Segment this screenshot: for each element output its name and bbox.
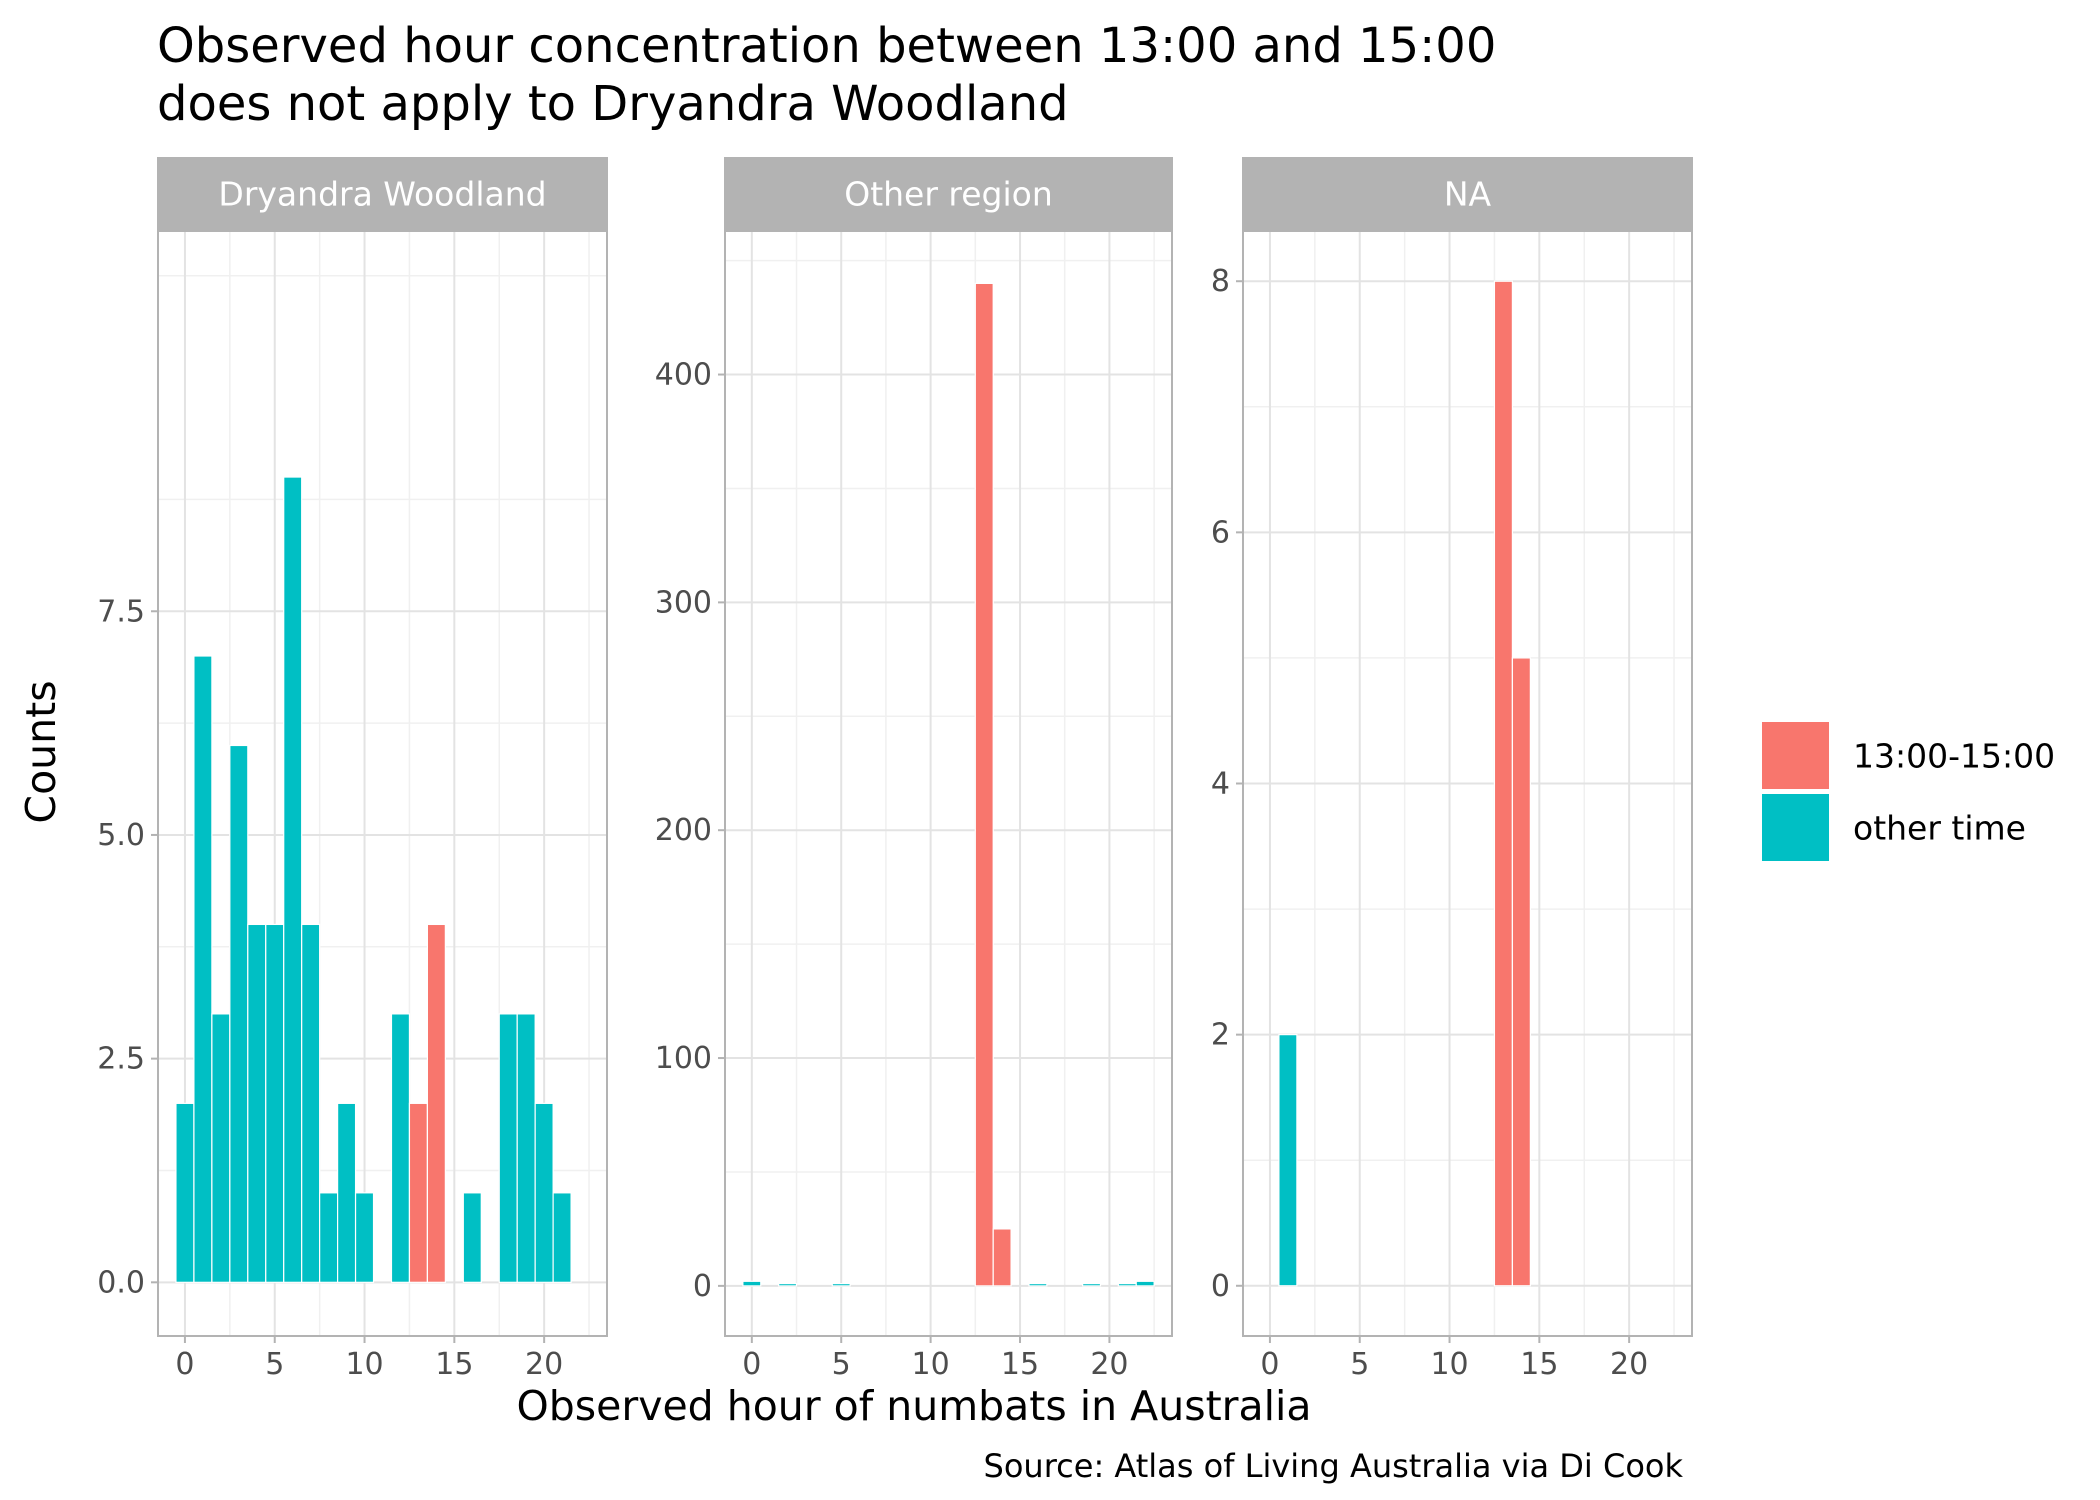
- legend-label: 13:00-15:00: [1853, 737, 2055, 776]
- bar: [175, 1102, 195, 1283]
- bar: [426, 923, 446, 1283]
- y-tick-label: 6: [1211, 515, 1230, 550]
- legend-key: [1762, 794, 1829, 861]
- y-tick-label: 100: [655, 1041, 712, 1076]
- legend: 13:00-15:00 other time: [1762, 722, 2055, 861]
- chart-title: Observed hour concentration between 13:0…: [157, 18, 1496, 74]
- bar: [1278, 1034, 1298, 1287]
- y-tick-label: 0: [693, 1269, 712, 1304]
- y-tick-label: 2.5: [97, 1042, 145, 1077]
- x-tick-label: 5: [1350, 1347, 1369, 1382]
- bar: [831, 1282, 851, 1287]
- bar: [265, 923, 285, 1283]
- x-tick-label: 5: [832, 1347, 851, 1382]
- x-tick-label: 15: [1001, 1347, 1039, 1382]
- strip-label: Other region: [844, 175, 1053, 214]
- y-tick-label: 0: [1211, 1269, 1230, 1304]
- strip-label: NA: [1444, 175, 1492, 214]
- facet-panel: Dryandra Woodland 0.0 2.5 5.0 7.5 0 5 10 15 20: [97, 157, 608, 1382]
- bar: [992, 1228, 1012, 1287]
- x-axis-title: Observed hour of numbats in Australia: [516, 1382, 1311, 1430]
- y-tick-label: 5.0: [97, 818, 145, 853]
- bar: [1028, 1282, 1048, 1287]
- bar: [229, 744, 249, 1283]
- panel-background: [725, 231, 1172, 1336]
- bar: [211, 1013, 231, 1283]
- y-axis-title: Counts: [17, 680, 65, 823]
- bar: [1117, 1282, 1137, 1287]
- x-tick-label: 0: [1260, 1347, 1279, 1382]
- facet-panel: Other region 0 100 200 300 400 0 5 10 15 20: [655, 157, 1173, 1382]
- facet-panel: NA 0 2 4 6 8 0 5 10 15 20: [1211, 157, 1693, 1382]
- x-tick-label: 0: [175, 1347, 194, 1382]
- bar: [301, 923, 321, 1283]
- bar: [1493, 280, 1513, 1287]
- bar: [1511, 657, 1531, 1287]
- bar: [319, 1192, 339, 1283]
- bar: [974, 282, 994, 1287]
- strip-background: [724, 157, 1173, 232]
- bar: [390, 1013, 411, 1283]
- x-tick-label: 20: [1090, 1347, 1128, 1382]
- x-tick-label: 15: [1520, 1347, 1558, 1382]
- x-tick-label: 20: [1610, 1347, 1648, 1382]
- x-tick-label: 20: [525, 1347, 563, 1382]
- bar: [742, 1280, 762, 1287]
- bar: [462, 1192, 482, 1283]
- x-tick-label: 10: [912, 1347, 950, 1382]
- x-tick-label: 10: [1430, 1347, 1468, 1382]
- y-tick-label: 300: [655, 585, 712, 620]
- chart-title-line-2: does not apply to Dryandra Woodland: [157, 76, 1069, 132]
- y-tick-label: 2: [1211, 1018, 1230, 1053]
- legend-label: other time: [1853, 809, 2026, 848]
- x-tick-label: 0: [742, 1347, 761, 1382]
- y-tick-label: 7.5: [97, 594, 145, 629]
- y-tick-label: 8: [1211, 264, 1230, 299]
- y-tick-label: 0.0: [97, 1265, 145, 1300]
- chart-caption: Source: Atlas of Living Australia via Di…: [984, 1447, 1684, 1485]
- bar: [193, 655, 213, 1283]
- bar: [1081, 1282, 1102, 1287]
- x-tick-label: 10: [345, 1347, 383, 1382]
- bar: [247, 923, 267, 1283]
- legend-key: [1762, 722, 1829, 789]
- y-tick-label: 4: [1211, 767, 1230, 802]
- bar: [1135, 1280, 1155, 1287]
- bar: [283, 476, 303, 1283]
- bar: [552, 1192, 572, 1283]
- bar: [498, 1013, 518, 1283]
- strip-background: [157, 157, 608, 232]
- y-tick-label: 400: [655, 358, 712, 393]
- strip-label: Dryandra Woodland: [218, 175, 546, 214]
- strip-background: [1242, 157, 1693, 232]
- x-tick-label: 5: [265, 1347, 284, 1382]
- bar: [354, 1192, 375, 1283]
- x-tick-label: 15: [435, 1347, 473, 1382]
- y-tick-label: 200: [655, 813, 712, 848]
- bar: [337, 1102, 357, 1283]
- bar: [534, 1102, 554, 1283]
- bar: [778, 1282, 798, 1287]
- bar: [516, 1013, 536, 1283]
- bar: [408, 1102, 429, 1283]
